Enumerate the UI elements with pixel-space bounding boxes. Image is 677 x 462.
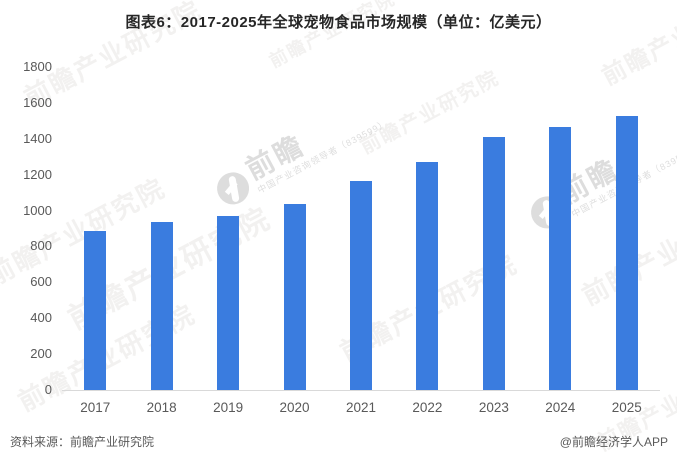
y-tick-label: 200: [30, 346, 52, 362]
bar-2025: [615, 116, 638, 390]
chart-title: 图表6：2017-2025年全球宠物食品市场规模（单位：亿美元）: [125, 14, 552, 31]
y-tick-label: 400: [30, 310, 52, 326]
y-axis: 0 200 400 600 800 1000 1200 1400 1600 1800: [0, 0, 52, 462]
bar-column: [328, 67, 394, 390]
bar-column: [195, 67, 261, 390]
x-tick-label: 2021: [345, 400, 376, 415]
bar-column: [62, 67, 128, 390]
bar-2017: [84, 231, 107, 390]
x-tick-label: 2025: [611, 400, 642, 415]
y-tick-label: 1200: [23, 166, 52, 182]
bar-2018: [150, 222, 173, 390]
x-tick-label: 2024: [545, 400, 576, 415]
bar-column: [394, 67, 460, 390]
bar-2022: [416, 162, 439, 390]
y-tick-label: 800: [30, 238, 52, 254]
bar-column: [461, 67, 527, 390]
x-tick-label: 2020: [279, 400, 310, 415]
x-tick-label: 2022: [412, 400, 443, 415]
y-tick-label: 1400: [23, 130, 52, 146]
x-tick-label: 2019: [213, 400, 244, 415]
bar-2020: [283, 204, 306, 390]
bar-column: [261, 67, 327, 390]
y-tick-label: 1000: [23, 202, 52, 218]
x-tick-label: 2017: [80, 400, 111, 415]
credit-note: @前瞻经济学人APP: [559, 435, 668, 449]
bar-2024: [549, 127, 572, 390]
y-tick-label: 1800: [23, 59, 52, 74]
source-note: 资料来源：前瞻产业研究院: [10, 435, 155, 449]
bar-column: [594, 67, 660, 390]
y-tick-label: 600: [30, 274, 52, 290]
x-tick-label: 2018: [146, 400, 177, 415]
y-tick-label: 1600: [23, 94, 52, 110]
bar-2023: [482, 137, 505, 390]
plot-area: [62, 67, 660, 391]
bar-column: [128, 67, 194, 390]
x-axis: 2017 2018 2019 2020 2021 2022 2023 2024 2025: [62, 399, 660, 417]
x-tick-label: 2023: [478, 400, 509, 415]
bar-column: [527, 67, 593, 390]
bar-2019: [217, 216, 240, 390]
bar-2021: [349, 181, 372, 390]
y-tick-label: 0: [44, 382, 52, 397]
footer: 资料来源：前瞻产业研究院 @前瞻经济学人APP: [10, 433, 668, 450]
